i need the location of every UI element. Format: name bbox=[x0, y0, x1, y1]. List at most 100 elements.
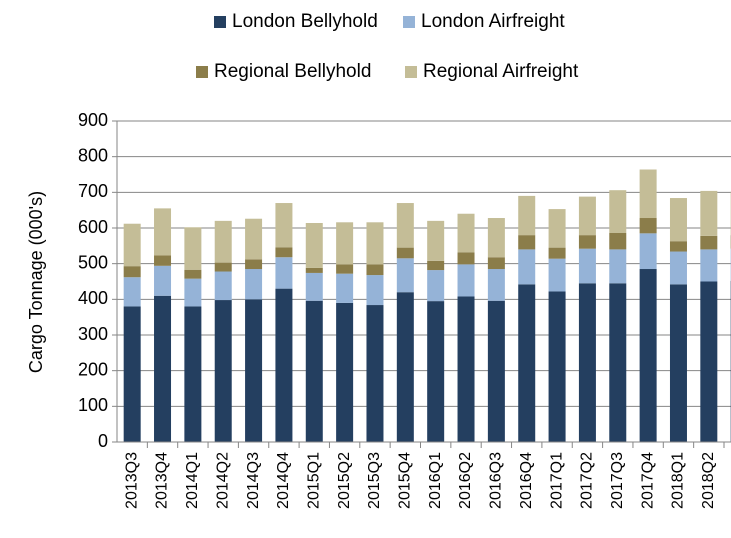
x-tick-label: 2015Q1 bbox=[305, 452, 322, 509]
bar-segment bbox=[427, 260, 445, 271]
bar-segment bbox=[457, 296, 475, 442]
bar-segment bbox=[700, 281, 718, 442]
bar-segment bbox=[639, 233, 657, 270]
bar-segment bbox=[305, 300, 323, 442]
x-tick-label: 2017Q4 bbox=[639, 452, 656, 509]
bar-segment bbox=[487, 269, 505, 301]
bar-segment bbox=[396, 203, 414, 248]
legend-swatch bbox=[196, 66, 208, 78]
bar-segment bbox=[669, 198, 687, 242]
bar-segment bbox=[609, 190, 627, 233]
bar-segment bbox=[245, 259, 263, 270]
x-tick-label: 2017Q3 bbox=[609, 452, 626, 509]
bar-segment bbox=[154, 295, 172, 442]
bar-segment bbox=[275, 257, 293, 289]
bar-segment bbox=[123, 277, 141, 307]
bar-segment bbox=[184, 306, 202, 442]
legend-label: Regional Airfreight bbox=[423, 61, 579, 82]
x-tick-label: 2018Q2 bbox=[700, 452, 717, 509]
bar-segment bbox=[275, 288, 293, 442]
y-tick-label: 300 bbox=[78, 324, 108, 344]
bar-segment bbox=[548, 291, 566, 442]
legend-label: London Bellyhold bbox=[232, 11, 378, 32]
bar-segment bbox=[336, 264, 354, 274]
bar-segment bbox=[336, 222, 354, 265]
bar-segment bbox=[457, 264, 475, 297]
bar-segment bbox=[427, 220, 445, 261]
bar-segment bbox=[700, 235, 718, 250]
bar-segment bbox=[609, 232, 627, 250]
y-axis-label: Cargo Tonnage (000's) bbox=[26, 191, 46, 373]
legend-label: London Airfreight bbox=[421, 11, 565, 32]
legend-swatch bbox=[403, 16, 415, 28]
x-tick-label: 2014Q3 bbox=[245, 452, 262, 509]
x-tick-label: 2015Q4 bbox=[397, 452, 414, 509]
bar-segment bbox=[245, 218, 263, 260]
bar-segment bbox=[548, 247, 566, 259]
bar-segment bbox=[366, 305, 384, 442]
y-tick-label: 100 bbox=[78, 395, 108, 415]
bar-segment bbox=[123, 223, 141, 267]
bar-segment bbox=[184, 278, 202, 307]
bar-segment bbox=[123, 306, 141, 442]
bar-segment bbox=[154, 208, 172, 256]
bar-segment bbox=[396, 258, 414, 293]
y-tick-label: 0 bbox=[98, 431, 108, 451]
bar-segment bbox=[245, 269, 263, 300]
x-tick-label: 2015Q2 bbox=[336, 452, 353, 509]
bar-segment bbox=[366, 222, 384, 265]
bar-segment bbox=[305, 267, 323, 273]
x-tick-label: 2014Q1 bbox=[184, 452, 201, 509]
bar-segment bbox=[305, 272, 323, 301]
bar-segment bbox=[548, 209, 566, 248]
bar-segment bbox=[487, 218, 505, 258]
y-tick-label: 200 bbox=[78, 359, 108, 379]
bar-segment bbox=[639, 269, 657, 442]
bar-segment bbox=[427, 301, 445, 442]
bar-segment bbox=[518, 195, 536, 236]
bar-segment bbox=[669, 284, 687, 442]
bar-segment bbox=[518, 249, 536, 285]
bar-segment bbox=[305, 223, 323, 268]
legend-swatch bbox=[405, 66, 417, 78]
x-tick-label: 2014Q4 bbox=[275, 452, 292, 509]
x-tick-label: 2014Q2 bbox=[214, 452, 231, 509]
bar-segment bbox=[154, 255, 172, 266]
x-tick-label: 2016Q1 bbox=[427, 452, 444, 509]
x-tick-label: 2016Q4 bbox=[518, 452, 535, 509]
x-tick-label: 2016Q2 bbox=[457, 452, 474, 509]
bar-segment bbox=[578, 235, 596, 249]
bar-segment bbox=[700, 249, 718, 282]
bar-segment bbox=[639, 169, 657, 219]
bar-segment bbox=[609, 283, 627, 442]
bar-segment bbox=[609, 249, 627, 284]
bar-segment bbox=[548, 258, 566, 292]
x-tick-label: 2015Q3 bbox=[366, 452, 383, 509]
y-tick-label: 500 bbox=[78, 252, 108, 272]
bar-segment bbox=[518, 284, 536, 442]
x-tick-label: 2018Q1 bbox=[670, 452, 687, 509]
bar-segment bbox=[578, 196, 596, 236]
bar-segment bbox=[275, 203, 293, 248]
bar-segment bbox=[578, 283, 596, 442]
bar-segment bbox=[154, 265, 172, 296]
bar-segment bbox=[245, 299, 263, 442]
bar-segment bbox=[214, 220, 232, 263]
bar-segment bbox=[669, 251, 687, 285]
x-tick-label: 2017Q1 bbox=[548, 452, 565, 509]
x-tick-label: 2013Q4 bbox=[154, 452, 171, 509]
bar-segment bbox=[214, 262, 232, 272]
x-tick-label: 2013Q3 bbox=[123, 452, 140, 509]
bar-segment bbox=[123, 266, 141, 278]
bar-segment bbox=[487, 300, 505, 442]
y-tick-label: 800 bbox=[78, 145, 108, 165]
bar-segment bbox=[366, 264, 384, 276]
bar-segment bbox=[275, 247, 293, 258]
bar-segment bbox=[487, 257, 505, 270]
bar-segment bbox=[457, 252, 475, 265]
bar-segment bbox=[214, 300, 232, 442]
y-tick-label: 900 bbox=[78, 110, 108, 130]
bar-segment bbox=[578, 248, 596, 284]
legend-label: Regional Bellyhold bbox=[214, 61, 371, 82]
